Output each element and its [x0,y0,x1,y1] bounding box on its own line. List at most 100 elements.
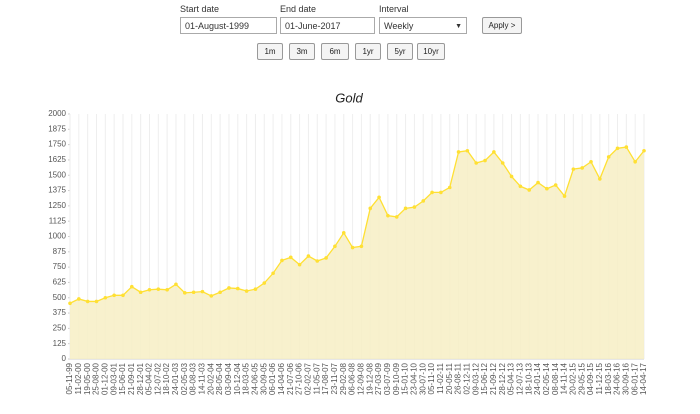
point [509,174,514,179]
x-tick-label: 29-05-15 [577,362,586,395]
x-tick-label: 03-09-04 [224,362,233,395]
x-tick-label: 25-08-00 [92,362,101,395]
y-tick-label: 750 [53,262,67,271]
x-tick-label: 15-06-01 [118,362,127,395]
x-tick-label: 05-04-13 [507,362,516,395]
x-tick-label: 19-12-08 [365,362,374,395]
point [562,194,567,198]
x-tick-label: 02-02-07 [304,362,313,395]
x-tick-label: 19-05-00 [83,362,92,395]
range-button[interactable]: 3m [289,43,315,60]
range-button[interactable]: 1yr [355,43,381,60]
point [315,259,320,263]
x-tick-label: 09-10-09 [392,362,401,395]
point [85,299,90,304]
point [447,185,452,190]
x-tick-label: 11-12-15 [595,362,604,394]
point [165,287,169,292]
point [377,195,381,200]
x-tick-label: 11-02-00 [74,362,83,394]
interval-value: Weekly [384,21,414,31]
x-tick-label: 24-01-14 [533,362,542,395]
point [500,161,505,165]
x-tick-label: 18-03-16 [604,362,613,395]
range-button[interactable]: 6m [321,43,349,60]
start-input[interactable]: 01-August-1999 [180,17,277,34]
point [147,287,152,292]
point [456,150,461,154]
y-tick-label: 1625 [48,155,66,164]
point [253,287,258,291]
x-tick-label: 24-06-05 [251,362,260,395]
x-tick-label: 21-07-06 [286,362,295,395]
point [77,297,81,301]
x-tick-label: 14-11-03 [198,362,207,394]
point [606,155,611,159]
y-tick-label: 500 [53,293,67,302]
x-tick-label: 18-10-13 [524,362,533,395]
y-tick-label: 1375 [48,186,66,195]
x-tick-label: 20-05-11 [445,362,454,394]
interval-select[interactable]: Weekly ▼ [379,17,467,34]
x-tick-label: 14-11-14 [560,362,569,394]
x-tick-label: 11-05-07 [312,362,321,394]
x-tick-label: 05-11-10 [427,362,436,394]
point [121,293,125,298]
end-input[interactable]: 01-June-2017 [280,17,375,34]
x-tick-label: 24-01-03 [171,362,180,395]
x-tick-label: 18-03-05 [242,362,251,395]
point [130,284,134,289]
x-tick-label: 06-01-17 [630,362,639,395]
point [271,271,275,276]
range-button[interactable]: 1m [257,43,283,60]
x-tick-label: 27-03-09 [374,362,383,395]
point [235,286,240,291]
point [598,177,602,181]
point [615,146,620,151]
x-tick-label: 02-05-03 [180,362,189,395]
x-tick-label: 21-09-12 [489,362,498,395]
point [430,190,434,195]
point [386,213,390,218]
point [439,190,443,195]
x-tick-label: 10-12-04 [233,362,242,395]
range-button[interactable]: 10yr [417,43,445,60]
range-button[interactable]: 5yr [387,43,413,60]
y-tick-label: 1500 [48,170,66,179]
y-tick-label: 625 [53,278,67,287]
point [138,290,143,295]
y-tick-label: 0 [62,354,67,363]
point [191,290,196,295]
x-tick-label: 15-06-12 [480,362,489,395]
chart-title: Gold [335,90,363,105]
point [200,289,205,294]
point [112,293,116,298]
point [518,184,523,189]
point [412,205,417,209]
point [280,258,284,263]
y-tick-label: 1125 [49,216,67,225]
x-tick-label: 23-04-10 [410,362,419,395]
point [642,148,646,153]
point [545,186,549,191]
apply-button[interactable]: Apply > [482,17,522,34]
x-tick-label: 28-12-12 [498,362,507,395]
point [324,256,328,260]
point [244,289,249,293]
x-tick-label: 30-09-16 [621,362,630,395]
point [227,286,231,290]
y-tick-label: 125 [53,339,67,348]
point [174,282,178,287]
point [633,159,637,164]
point [68,301,72,306]
x-tick-label: 18-10-02 [162,362,171,395]
x-tick-label: 14-04-17 [639,362,648,395]
point [288,255,293,260]
point [333,244,337,249]
point [306,254,311,258]
point [183,291,187,295]
point [403,206,408,211]
x-tick-label: 06-06-08 [348,362,357,395]
